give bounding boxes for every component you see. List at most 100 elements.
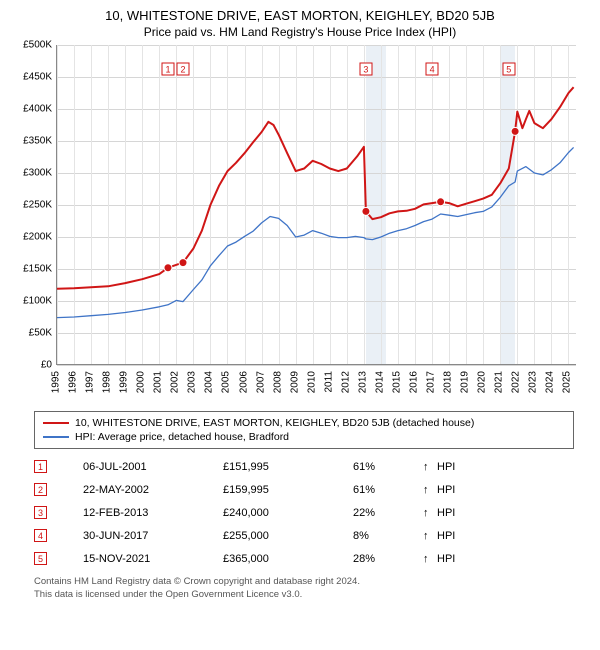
legend: 10, WHITESTONE DRIVE, EAST MORTON, KEIGH… bbox=[34, 411, 574, 449]
y-tick-label: £250K bbox=[23, 200, 52, 211]
tx-pct: 28% bbox=[353, 553, 423, 565]
up-arrow-icon: ↑ bbox=[423, 553, 437, 565]
footer-attribution: Contains HM Land Registry data © Crown c… bbox=[34, 576, 588, 602]
tx-ref: HPI bbox=[437, 553, 455, 565]
tx-ref: HPI bbox=[437, 530, 455, 542]
tx-price: £365,000 bbox=[223, 553, 353, 565]
tx-badge: 4 bbox=[34, 529, 47, 542]
x-tick-label: 2007 bbox=[255, 371, 266, 393]
tx-ref: HPI bbox=[437, 507, 455, 519]
x-tick-label: 2001 bbox=[153, 371, 164, 393]
tx-date: 22-MAY-2002 bbox=[83, 484, 223, 496]
tx-badge: 1 bbox=[34, 460, 47, 473]
x-tick-label: 2008 bbox=[272, 371, 283, 393]
x-tick-label: 1996 bbox=[68, 371, 79, 393]
x-tick-label: 2024 bbox=[545, 371, 556, 393]
legend-swatch bbox=[43, 436, 69, 439]
y-tick-label: £400K bbox=[23, 104, 52, 115]
tx-date: 12-FEB-2013 bbox=[83, 507, 223, 519]
y-tick-label: £350K bbox=[23, 136, 52, 147]
x-tick-label: 1997 bbox=[85, 371, 96, 393]
tx-pct: 22% bbox=[353, 507, 423, 519]
x-tick-label: 2010 bbox=[306, 371, 317, 393]
x-tick-label: 1999 bbox=[119, 371, 130, 393]
tx-pct: 8% bbox=[353, 530, 423, 542]
plot-area: 12345 bbox=[56, 45, 576, 365]
x-tick-label: 2018 bbox=[443, 371, 454, 393]
tx-price: £255,000 bbox=[223, 530, 353, 542]
y-tick-label: £500K bbox=[23, 40, 52, 51]
tx-badge: 3 bbox=[34, 506, 47, 519]
marker-dot bbox=[179, 259, 187, 267]
transaction-row: 3 12-FEB-2013£240,00022%↑HPI bbox=[34, 501, 574, 524]
legend-item: 10, WHITESTONE DRIVE, EAST MORTON, KEIGH… bbox=[43, 416, 565, 430]
transaction-row: 2 22-MAY-2002£159,99561%↑HPI bbox=[34, 478, 574, 501]
x-tick-label: 2011 bbox=[323, 371, 334, 393]
x-tick-label: 2002 bbox=[170, 371, 181, 393]
x-axis: 1995199619971998199920002001200220032004… bbox=[56, 365, 576, 405]
x-tick-label: 2004 bbox=[204, 371, 215, 393]
x-tick-label: 2015 bbox=[391, 371, 402, 393]
x-tick-label: 2020 bbox=[477, 371, 488, 393]
legend-label: 10, WHITESTONE DRIVE, EAST MORTON, KEIGH… bbox=[75, 417, 474, 429]
tx-ref: HPI bbox=[437, 484, 455, 496]
x-tick-label: 2012 bbox=[340, 371, 351, 393]
transaction-table: 106-JUL-2001£151,99561%↑HPI222-MAY-2002£… bbox=[34, 455, 574, 570]
up-arrow-icon: ↑ bbox=[423, 530, 437, 542]
marker-dot bbox=[164, 264, 172, 272]
series-price_paid bbox=[57, 87, 574, 289]
x-tick-label: 2023 bbox=[528, 371, 539, 393]
x-tick-label: 2022 bbox=[511, 371, 522, 393]
x-tick-label: 2000 bbox=[136, 371, 147, 393]
y-tick-label: £0 bbox=[41, 360, 52, 371]
up-arrow-icon: ↑ bbox=[423, 507, 437, 519]
marker-label: 1 bbox=[161, 63, 174, 76]
marker-dot bbox=[437, 198, 445, 206]
chart: £0 £50K £100K £150K £200K £250K £300K £350K £400… bbox=[12, 45, 588, 405]
marker-label: 4 bbox=[426, 63, 439, 76]
legend-item: HPI: Average price, detached house, Brad… bbox=[43, 430, 565, 444]
x-tick-label: 2019 bbox=[460, 371, 471, 393]
tx-badge: 5 bbox=[34, 552, 47, 565]
footer-line: This data is licensed under the Open Gov… bbox=[34, 589, 588, 602]
marker-label: 5 bbox=[502, 63, 515, 76]
tx-date: 06-JUL-2001 bbox=[83, 461, 223, 473]
transaction-row: 106-JUL-2001£151,99561%↑HPI bbox=[34, 455, 574, 478]
legend-label: HPI: Average price, detached house, Brad… bbox=[75, 431, 289, 443]
transaction-row: 5 15-NOV-2021£365,00028%↑HPI bbox=[34, 547, 574, 570]
y-tick-label: £200K bbox=[23, 232, 52, 243]
legend-swatch bbox=[43, 422, 69, 425]
transaction-row: 4 30-JUN-2017£255,0008%↑HPI bbox=[34, 524, 574, 547]
x-tick-label: 2013 bbox=[357, 371, 368, 393]
chart-lines bbox=[57, 45, 576, 364]
x-tick-label: 1995 bbox=[51, 371, 62, 393]
tx-date: 30-JUN-2017 bbox=[83, 530, 223, 542]
tx-date: 15-NOV-2021 bbox=[83, 553, 223, 565]
x-tick-label: 2025 bbox=[562, 371, 573, 393]
series-hpi bbox=[57, 147, 574, 317]
up-arrow-icon: ↑ bbox=[423, 484, 437, 496]
x-tick-label: 2005 bbox=[221, 371, 232, 393]
x-tick-label: 2017 bbox=[426, 371, 437, 393]
x-tick-label: 2009 bbox=[289, 371, 300, 393]
tx-ref: HPI bbox=[437, 461, 455, 473]
y-tick-label: £450K bbox=[23, 72, 52, 83]
x-tick-label: 2014 bbox=[374, 371, 385, 393]
x-tick-label: 1998 bbox=[102, 371, 113, 393]
tx-pct: 61% bbox=[353, 461, 423, 473]
y-tick-label: £100K bbox=[23, 296, 52, 307]
footer-line: Contains HM Land Registry data © Crown c… bbox=[34, 576, 588, 589]
tx-badge: 2 bbox=[34, 483, 47, 496]
y-tick-label: £50K bbox=[29, 328, 52, 339]
y-tick-label: £150K bbox=[23, 264, 52, 275]
tx-pct: 61% bbox=[353, 484, 423, 496]
tx-price: £151,995 bbox=[223, 461, 353, 473]
x-tick-label: 2003 bbox=[187, 371, 198, 393]
y-tick-label: £300K bbox=[23, 168, 52, 179]
tx-price: £240,000 bbox=[223, 507, 353, 519]
y-axis: £0£50K£100K£150K£200K£250K£300K£350K£400… bbox=[12, 45, 56, 365]
marker-dot bbox=[362, 207, 370, 215]
page: 10, WHITESTONE DRIVE, EAST MORTON, KEIGH… bbox=[0, 0, 600, 650]
marker-label: 2 bbox=[176, 63, 189, 76]
tx-price: £159,995 bbox=[223, 484, 353, 496]
